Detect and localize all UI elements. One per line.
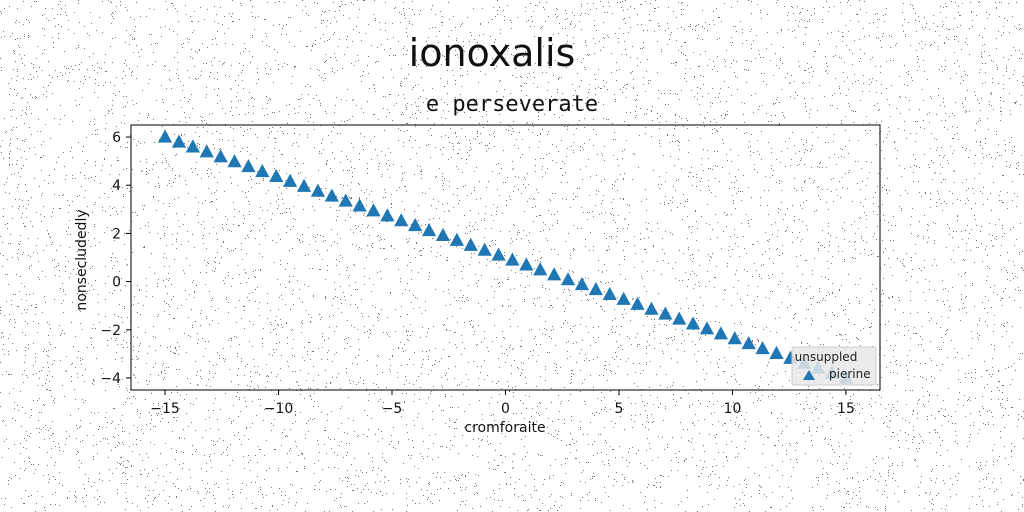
y-tick-label: 6 (112, 130, 121, 146)
data-point-triangle (435, 227, 451, 242)
data-point-triangle (644, 301, 659, 315)
data-point-triangle (296, 178, 312, 192)
y-tick-label: −2 (100, 323, 121, 339)
data-point-triangle (269, 168, 284, 183)
data-point-triangle (491, 247, 506, 261)
data-point-triangle (394, 213, 409, 227)
data-point-triangle (171, 134, 187, 148)
data-point-triangle (185, 139, 200, 153)
data-point-triangle (602, 286, 617, 300)
x-axis-ticks: −15 −10 −5 0 5 10 15 (150, 390, 855, 417)
data-point-triangle (713, 326, 729, 340)
data-point-triangle (324, 188, 339, 202)
legend-title: unsuppled (795, 350, 858, 364)
x-tick-label: 15 (837, 401, 855, 417)
data-point-triangle (588, 281, 603, 296)
data-point-triangle (547, 267, 562, 281)
data-point-triangle (658, 306, 673, 320)
x-tick-label: 0 (501, 401, 510, 417)
data-point-triangle (477, 242, 492, 256)
x-tick-label: −5 (382, 401, 403, 417)
legend-marker-triangle (803, 370, 815, 380)
data-point-triangle (213, 149, 228, 163)
data-point-triangle (741, 336, 756, 350)
data-point-triangle (241, 159, 256, 173)
data-point-triangle (727, 331, 742, 345)
data-point-triangle (630, 296, 645, 310)
data-point-triangle (755, 340, 770, 355)
data-points (157, 129, 854, 384)
x-tick-label: 10 (724, 401, 742, 417)
x-axis-label: cromforaite (464, 420, 545, 436)
y-axis-label: nonsecludedly (74, 209, 90, 310)
data-point-triangle (199, 144, 214, 158)
data-point-triangle (255, 163, 270, 178)
data-point-triangle (227, 154, 242, 168)
data-point-triangle (282, 173, 298, 187)
data-point-triangle (699, 321, 715, 335)
x-tick-label: −15 (150, 401, 180, 417)
data-point-triangle (310, 183, 326, 197)
y-axis-ticks: −4 −2 0 2 4 6 (100, 130, 131, 387)
data-point-triangle (616, 291, 631, 305)
y-tick-label: 0 (112, 275, 121, 291)
legend: unsuppled pierine (791, 346, 877, 386)
data-point-triangle (505, 252, 520, 266)
x-tick-label: −10 (264, 401, 294, 417)
data-point-triangle (408, 218, 423, 232)
y-tick-label: 4 (112, 178, 121, 194)
data-point-triangle (421, 222, 437, 237)
chart-title: ionoxalis (409, 31, 576, 75)
y-tick-label: 2 (112, 226, 121, 242)
data-point-triangle (449, 232, 464, 246)
data-point-triangle (463, 237, 478, 251)
data-point-triangle (366, 203, 381, 217)
data-point-triangle (769, 345, 784, 359)
chart-subtitle: e perseverate (426, 92, 598, 117)
data-point-triangle (685, 316, 701, 330)
legend-entry-pierine: pierine (829, 367, 871, 381)
data-point-triangle (519, 257, 534, 271)
data-point-triangle (533, 262, 548, 276)
x-tick-label: 5 (615, 401, 624, 417)
data-point-triangle (338, 193, 353, 207)
data-point-triangle (157, 129, 173, 143)
legend-box (791, 346, 877, 386)
data-point-triangle (560, 272, 576, 286)
data-point-triangle (574, 277, 590, 291)
y-tick-label: −4 (100, 371, 121, 387)
data-point-triangle (352, 198, 367, 212)
data-point-triangle (380, 208, 395, 222)
data-point-triangle (672, 311, 687, 325)
